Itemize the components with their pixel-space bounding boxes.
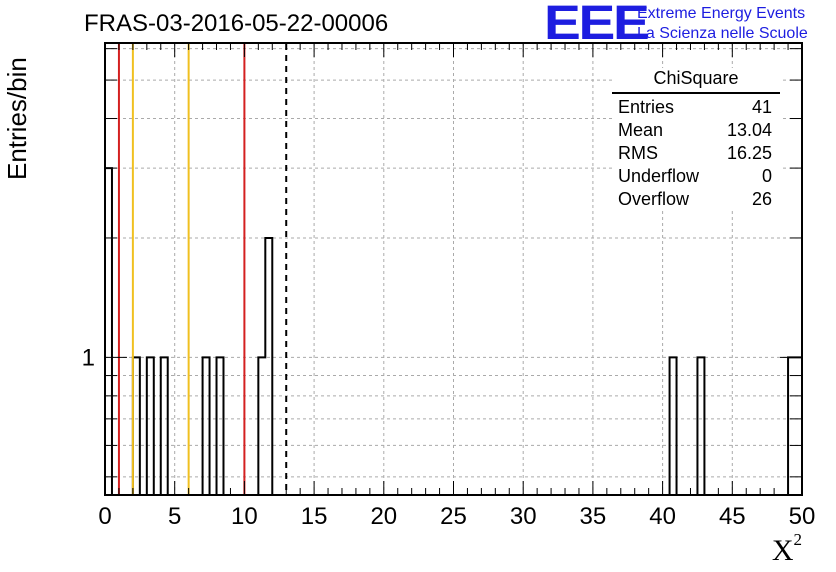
histogram-bin — [147, 357, 154, 495]
x-tick-label: 5 — [168, 503, 181, 530]
logo-tagline-2: La Scienza nelle Scuole — [637, 25, 808, 42]
plot-title: FRAS-03-2016-05-22-00006 — [84, 10, 389, 37]
x-tick-label: 40 — [649, 503, 676, 530]
histogram-bin — [788, 357, 795, 495]
x-axis-symbol: X — [771, 534, 794, 567]
stats-value: 26 — [751, 189, 772, 209]
stats-label: RMS — [618, 143, 658, 163]
stats-row-underflow: Underflow 0 — [612, 165, 780, 188]
x-tick-labels: 0 5 10 15 20 25 30 35 40 45 50 — [98, 503, 815, 530]
grid-lines — [105, 43, 802, 495]
histogram-bin — [258, 357, 265, 495]
stats-label: Overflow — [618, 189, 690, 209]
y-tick-labels: 1 — [82, 344, 95, 371]
stats-value: 13.04 — [726, 120, 772, 140]
histogram-bin — [670, 357, 677, 495]
reference-lines — [117, 44, 288, 494]
histogram-bin — [161, 357, 168, 495]
stats-label: Entries — [618, 97, 675, 117]
stats-row-overflow: Overflow 26 — [612, 188, 780, 211]
histogram-bin — [203, 357, 210, 495]
x-tick-label: 0 — [98, 503, 111, 530]
stats-row-mean: Mean 13.04 — [612, 119, 780, 142]
y-tick-label: 1 — [82, 344, 95, 371]
x-tick-label: 45 — [719, 503, 746, 530]
x-tick-label: 10 — [231, 503, 258, 530]
histogram-bin — [217, 357, 224, 495]
x-tick-label: 20 — [370, 503, 397, 530]
stats-row-entries: Entries 41 — [612, 96, 780, 119]
stats-label: Mean — [618, 120, 664, 140]
x-tick-label: 50 — [789, 503, 816, 530]
x-axis-label: X2 — [771, 530, 802, 568]
stats-box: ChiSquare Entries 41 Mean 13.04 RMS 16.2… — [612, 68, 780, 211]
histogram-bin — [105, 168, 112, 495]
x-tick-label: 30 — [510, 503, 537, 530]
stats-value: 0 — [761, 166, 772, 186]
stats-row-rms: RMS 16.25 — [612, 142, 780, 165]
stats-value: 41 — [751, 97, 772, 117]
x-tick-label: 25 — [440, 503, 467, 530]
logo-tagline-1: Extreme Energy Events — [637, 5, 806, 22]
x-tick-label: 35 — [580, 503, 607, 530]
histogram-bin — [265, 238, 272, 495]
histogram-bin — [133, 357, 140, 495]
stats-title: ChiSquare — [612, 68, 780, 94]
eee-logo: EEE Extreme Energy Events La Scienza nel… — [544, 0, 834, 50]
histogram-bin — [697, 357, 704, 495]
x-axis-superscript: 2 — [793, 530, 803, 549]
y-axis-label: Entries/bin — [2, 57, 32, 180]
stats-value: 16.25 — [726, 143, 772, 163]
axis-ticks — [104, 43, 803, 495]
histogram-bin — [795, 357, 802, 495]
stats-label: Underflow — [618, 166, 700, 186]
eee-logo-mark: EEE — [544, 0, 650, 50]
x-tick-label: 15 — [301, 503, 328, 530]
